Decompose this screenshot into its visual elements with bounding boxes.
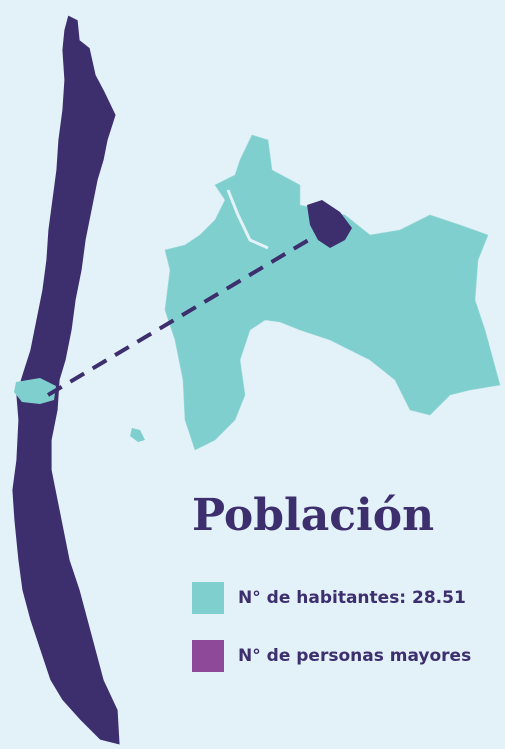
legend-item: N° de habitantes: 28.51 <box>192 582 466 614</box>
region-map <box>165 135 500 450</box>
title: Población <box>192 490 434 541</box>
legend-swatch <box>192 582 224 614</box>
page: Población N° de habitantes: 28.51 N° de … <box>0 0 505 749</box>
legend-item: N° de personas mayores <box>192 640 471 672</box>
small-island <box>130 428 145 442</box>
legend-swatch <box>192 640 224 672</box>
legend-label: N° de personas mayores <box>238 646 471 666</box>
legend-label: N° de habitantes: 28.51 <box>238 588 466 608</box>
map <box>0 0 505 749</box>
